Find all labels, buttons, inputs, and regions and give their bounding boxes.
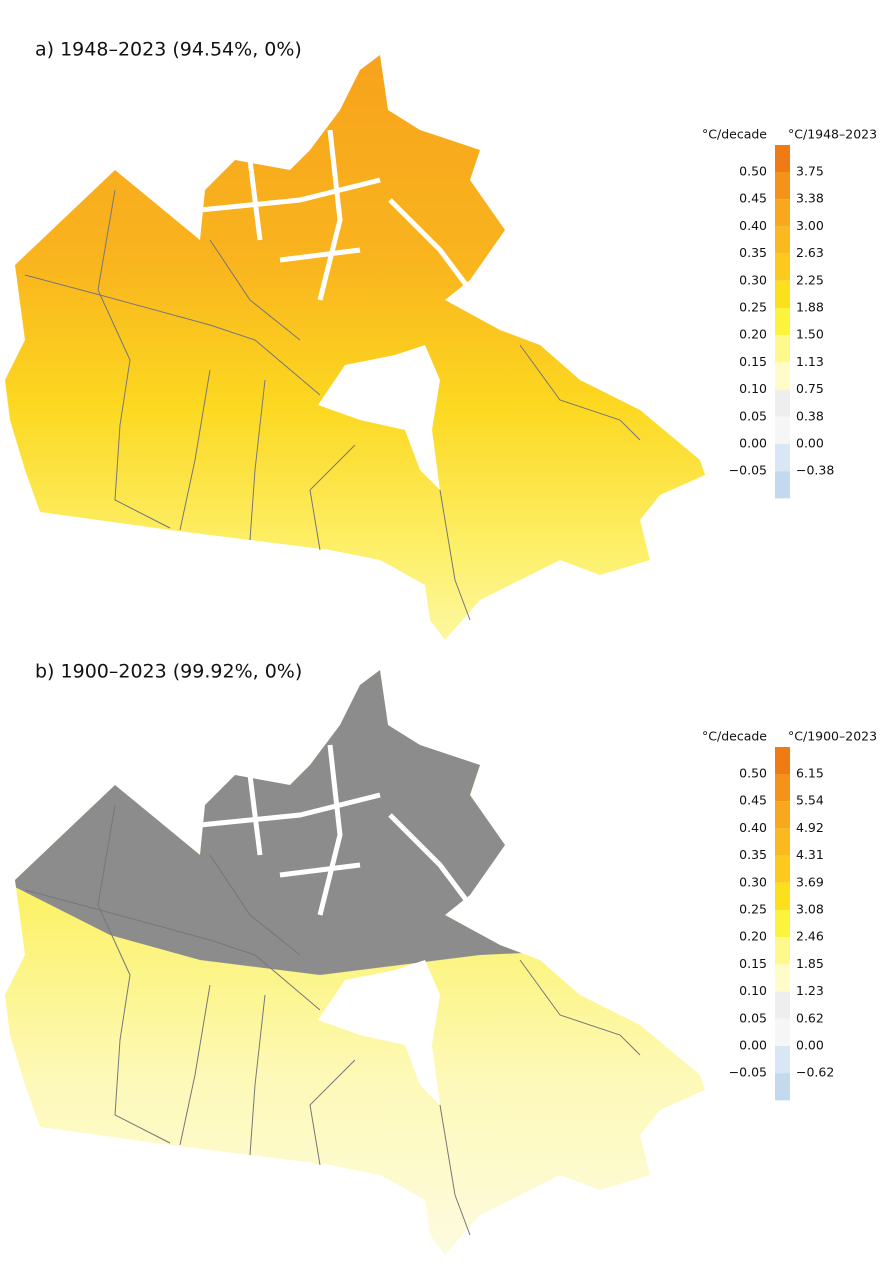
- legend-label: 0.00: [796, 1038, 824, 1053]
- legend-label: 0.00: [796, 436, 824, 451]
- legend-label: 0.30: [739, 272, 767, 287]
- legend-swatch: [775, 1018, 790, 1046]
- legend-label: 5.54: [796, 793, 824, 808]
- legend-label: 0.25: [739, 902, 767, 917]
- legend-header: °C/decade: [702, 127, 767, 142]
- legend-swatch: [775, 280, 790, 308]
- legend-swatch: [775, 1046, 790, 1074]
- legend-label: 1.50: [796, 327, 824, 342]
- legend-label: 0.45: [739, 191, 767, 206]
- legend-label: 0.05: [739, 1010, 767, 1025]
- legend-label: 0.10: [739, 983, 767, 998]
- legend-label: 0.35: [739, 245, 767, 260]
- legend-label: 0.50: [739, 766, 767, 781]
- legend-swatch: [775, 828, 790, 856]
- legend-label: −0.05: [729, 463, 767, 478]
- legend-label: 0.00: [739, 436, 767, 451]
- legend-swatch: [775, 882, 790, 910]
- panel-title: b) 1900–2023 (99.92%, 0%): [35, 661, 302, 683]
- legend-swatch: [775, 253, 790, 281]
- legend-swatch: [775, 910, 790, 938]
- legend-label: 3.00: [796, 218, 824, 233]
- legend-label: 0.25: [739, 300, 767, 315]
- legend-label: −0.05: [729, 1065, 767, 1080]
- legend-swatch: [775, 855, 790, 883]
- legend-label: 1.13: [796, 354, 824, 369]
- legend-label: 2.46: [796, 929, 824, 944]
- legend-swatch: [775, 226, 790, 254]
- legend-label: −0.38: [796, 463, 834, 478]
- legend-swatch: [775, 747, 790, 774]
- legend-swatch: [775, 145, 790, 172]
- legend-label: 0.45: [739, 793, 767, 808]
- map: [5, 670, 705, 1255]
- legend-label: 1.88: [796, 300, 824, 315]
- legend-label: 0.35: [739, 847, 767, 862]
- legend-label: 1.23: [796, 983, 824, 998]
- legend-swatch: [775, 774, 790, 802]
- legend-swatch: [775, 335, 790, 363]
- map: [5, 55, 705, 640]
- legend-label: 0.30: [739, 874, 767, 889]
- legend-label: 3.69: [796, 874, 824, 889]
- legend-swatch: [775, 991, 790, 1019]
- legend-header: °C/1900–2023: [788, 729, 877, 744]
- legend-swatch: [775, 964, 790, 992]
- legend-label: 3.38: [796, 191, 824, 206]
- legend-swatch: [775, 471, 790, 499]
- panel-title: a) 1948–2023 (94.54%, 0%): [35, 39, 302, 61]
- legend-label: 0.50: [739, 164, 767, 179]
- legend-label: 0.15: [739, 956, 767, 971]
- legend-label: 6.15: [796, 766, 824, 781]
- legend-swatch: [775, 362, 790, 390]
- legend: °C/decade °C/1948–2023 0.50 3.75 0.45 3.38 0.4…: [702, 127, 877, 499]
- legend-label: 0.75: [796, 381, 824, 396]
- legend-label: 0.00: [739, 1038, 767, 1053]
- legend-swatch: [775, 199, 790, 227]
- legend-label: 0.20: [739, 327, 767, 342]
- legend-swatch: [775, 308, 790, 336]
- legend-label: 4.31: [796, 847, 824, 862]
- legend-header: °C/1948–2023: [788, 127, 877, 142]
- legend-label: 0.38: [796, 408, 824, 423]
- legend-label: 0.40: [739, 820, 767, 835]
- legend-swatch: [775, 416, 790, 444]
- legend-label: 2.63: [796, 245, 824, 260]
- legend-label: 4.92: [796, 820, 824, 835]
- legend-label: 1.85: [796, 956, 824, 971]
- legend-label: 0.05: [739, 408, 767, 423]
- legend-label: 0.62: [796, 1010, 824, 1025]
- legend-label: 0.15: [739, 354, 767, 369]
- legend-header: °C/decade: [702, 729, 767, 744]
- legend-label: 0.10: [739, 381, 767, 396]
- legend-swatch: [775, 801, 790, 829]
- legend-label: 3.08: [796, 902, 824, 917]
- legend: °C/decade °C/1900–2023 0.50 6.15 0.45 5.54 0.4…: [702, 729, 877, 1101]
- legend-label: 0.20: [739, 929, 767, 944]
- legend-label: 3.75: [796, 164, 824, 179]
- legend-swatch: [775, 444, 790, 472]
- legend-label: 2.25: [796, 272, 824, 287]
- legend-label: −0.62: [796, 1065, 834, 1080]
- legend-swatch: [775, 172, 790, 200]
- legend-label: 0.40: [739, 218, 767, 233]
- legend-swatch: [775, 1073, 790, 1101]
- legend-swatch: [775, 937, 790, 965]
- legend-swatch: [775, 389, 790, 417]
